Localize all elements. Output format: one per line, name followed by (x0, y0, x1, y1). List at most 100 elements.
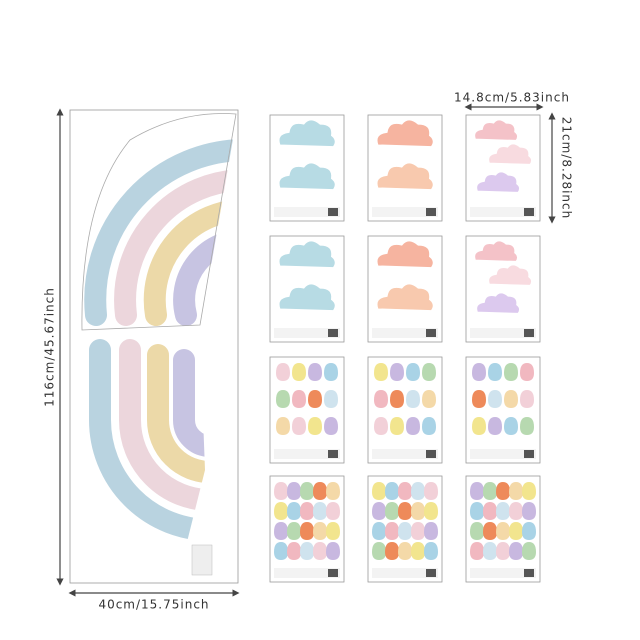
cloud (487, 143, 533, 166)
drop (372, 502, 386, 520)
cloud-shape (277, 118, 337, 148)
sheet-width-label: 14.8cm/5.83inch (454, 91, 570, 105)
cut-line (81, 113, 237, 331)
cloud (475, 171, 521, 194)
drop (422, 417, 436, 435)
sheet-height-label: 21cm/8.28inch (560, 117, 574, 219)
drop (372, 522, 386, 540)
drop (509, 502, 523, 520)
drop (300, 522, 314, 540)
barcode (426, 329, 436, 337)
cloud-shape (375, 118, 435, 148)
drop (406, 390, 420, 408)
barcode (524, 569, 534, 577)
drop (308, 417, 322, 435)
drop (326, 482, 340, 500)
cloud-shape (277, 161, 337, 191)
barcode (426, 208, 436, 216)
sheet-footer (274, 328, 340, 338)
drop (422, 390, 436, 408)
drop (324, 390, 338, 408)
drop (406, 363, 420, 381)
cloud-shape (475, 292, 521, 315)
drop (470, 482, 484, 500)
cloud (375, 118, 435, 148)
drop (488, 390, 502, 408)
height-label: 116cm/45.67inch (43, 287, 57, 407)
drop (385, 522, 399, 540)
label-tag (191, 544, 213, 576)
drop (424, 482, 438, 500)
drop (326, 522, 340, 540)
drop (300, 502, 314, 520)
barcode (524, 450, 534, 458)
barcode (524, 208, 534, 216)
drop (411, 542, 425, 560)
sheet-footer (372, 449, 438, 459)
sheet-footer (470, 568, 536, 578)
drop (274, 542, 288, 560)
drop (520, 390, 534, 408)
cloud (375, 161, 435, 191)
drop (520, 363, 534, 381)
drop (496, 482, 510, 500)
drop (424, 542, 438, 560)
drop (488, 417, 502, 435)
width-label: 40cm/15.75inch (98, 598, 209, 612)
cloud-shape (375, 282, 435, 312)
drop (470, 522, 484, 540)
cloud-shape (277, 282, 337, 312)
drop (313, 542, 327, 560)
cloud-shape (487, 143, 533, 166)
drop (313, 502, 327, 520)
drop (472, 363, 486, 381)
drop (509, 542, 523, 560)
drop (385, 502, 399, 520)
drop (411, 522, 425, 540)
sheet-footer (372, 568, 438, 578)
drop (504, 390, 518, 408)
drop (483, 522, 497, 540)
cloud-shape (487, 264, 533, 287)
drop (287, 542, 301, 560)
drop (472, 390, 486, 408)
drop (276, 390, 290, 408)
drop (326, 542, 340, 560)
drop (483, 542, 497, 560)
drop (374, 363, 388, 381)
drop (496, 502, 510, 520)
drop (274, 502, 288, 520)
cloud (277, 161, 337, 191)
drop (488, 363, 502, 381)
drop (308, 363, 322, 381)
drop (522, 522, 536, 540)
barcode (328, 329, 338, 337)
drop (504, 363, 518, 381)
drop (276, 417, 290, 435)
cloud (375, 239, 435, 269)
barcode (328, 450, 338, 458)
drop (326, 502, 340, 520)
sheet-footer (470, 449, 536, 459)
sheet-footer (274, 207, 340, 217)
sheet-footer (274, 449, 340, 459)
drop (483, 502, 497, 520)
drop (472, 417, 486, 435)
sheet-footer (372, 328, 438, 338)
drop (470, 542, 484, 560)
cloud-shape (473, 119, 519, 142)
rainbow-bottom (89, 339, 205, 541)
cloud-shape (473, 240, 519, 263)
drop (398, 502, 412, 520)
drop (287, 482, 301, 500)
drop (385, 542, 399, 560)
drop (424, 522, 438, 540)
drop (496, 522, 510, 540)
drop (520, 417, 534, 435)
cloud (375, 282, 435, 312)
cloud-shape (277, 239, 337, 269)
drop (470, 502, 484, 520)
sheet-footer (470, 207, 536, 217)
cloud (473, 240, 519, 263)
